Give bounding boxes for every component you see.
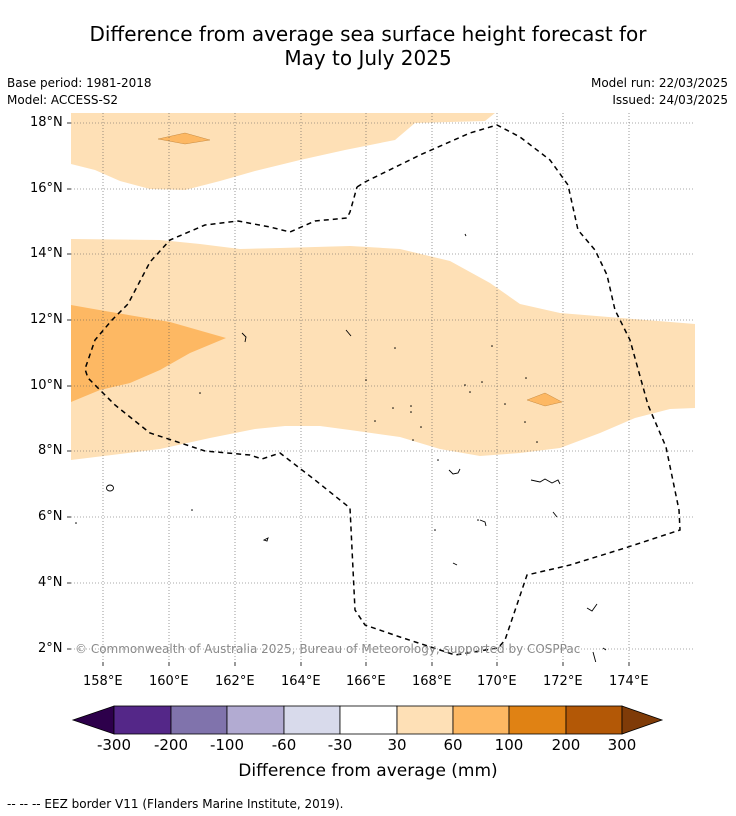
colorbar	[71, 705, 664, 735]
anomaly-region-central	[71, 239, 695, 460]
colorbar-label-6: 30	[387, 736, 407, 754]
lat-tick-2: 2°N	[38, 641, 63, 656]
colorbar-bin-4	[283, 705, 341, 735]
colorbar-extend-low	[71, 705, 115, 735]
anomaly-region-north	[71, 113, 495, 190]
lat-tick-12: 12°N	[30, 312, 63, 327]
lat-tick-6: 6°N	[38, 509, 63, 524]
lon-tick-158: 158°E	[83, 674, 123, 689]
lat-tick-4: 4°N	[38, 575, 63, 590]
lon-tick-168: 168°E	[412, 674, 452, 689]
model-label: Model: ACCESS-S2	[7, 93, 119, 107]
lon-tick-162: 162°E	[215, 674, 255, 689]
anomaly-patch-north	[157, 132, 211, 145]
colorbar-label-1: -300	[96, 736, 132, 754]
lat-tick-18: 18°N	[30, 115, 63, 130]
colorbar-title: Difference from average (mm)	[238, 761, 498, 781]
chart-title: Difference from average sea surface heig…	[0, 22, 736, 70]
lat-tick-8: 8°N	[38, 443, 63, 458]
lon-tick-172: 172°E	[543, 674, 583, 689]
title-line-2: May to July 2025	[284, 46, 452, 70]
lat-tick-10: 10°N	[30, 378, 63, 393]
lon-tick-164: 164°E	[281, 674, 321, 689]
colorbar-extend-high	[621, 705, 664, 735]
colorbar-label-8: 100	[494, 736, 524, 754]
colorbar-label-4: -60	[271, 736, 297, 754]
eez-border	[84, 124, 681, 656]
colorbar-bin-2	[170, 705, 228, 735]
colorbar-label-5: -30	[327, 736, 353, 754]
colorbar-label-3: -100	[209, 736, 245, 754]
colorbar-bin-5	[339, 705, 398, 735]
colorbar-bin-1	[113, 705, 172, 735]
anomaly-patch-west	[71, 305, 226, 402]
title-line-1: Difference from average sea surface heig…	[89, 22, 647, 46]
model-run-label: Model run: 22/03/2025	[590, 76, 728, 90]
islands	[106, 233, 607, 662]
anomaly-patch-east	[526, 392, 563, 407]
colorbar-bin-9	[565, 705, 623, 735]
lon-tick-174: 174°E	[609, 674, 649, 689]
issued-label: Issued: 24/03/2025	[612, 93, 728, 107]
colorbar-bin-3	[226, 705, 285, 735]
lon-tick-166: 166°E	[346, 674, 386, 689]
lon-tick-160: 160°E	[149, 674, 189, 689]
lon-tick-170: 170°E	[477, 674, 517, 689]
base-period-label: Base period: 1981-2018	[7, 76, 152, 90]
tick-marks	[67, 122, 630, 666]
grid-lines	[71, 113, 695, 662]
colorbar-label-7: 60	[443, 736, 463, 754]
colorbar-bin-8	[508, 705, 567, 735]
colorbar-label-10: 300	[607, 736, 637, 754]
lat-tick-14: 14°N	[30, 246, 63, 261]
copyright-notice: © Commonwealth of Australia 2025, Bureau…	[75, 642, 581, 656]
eez-legend-note: -- -- -- EEZ border V11 (Flanders Marine…	[7, 797, 344, 811]
colorbar-label-9: 200	[551, 736, 581, 754]
lat-tick-16: 16°N	[30, 181, 63, 196]
islets	[75, 345, 538, 531]
colorbar-bin-7	[452, 705, 510, 735]
colorbar-label-2: -200	[153, 736, 189, 754]
colorbar-bin-6	[396, 705, 454, 735]
